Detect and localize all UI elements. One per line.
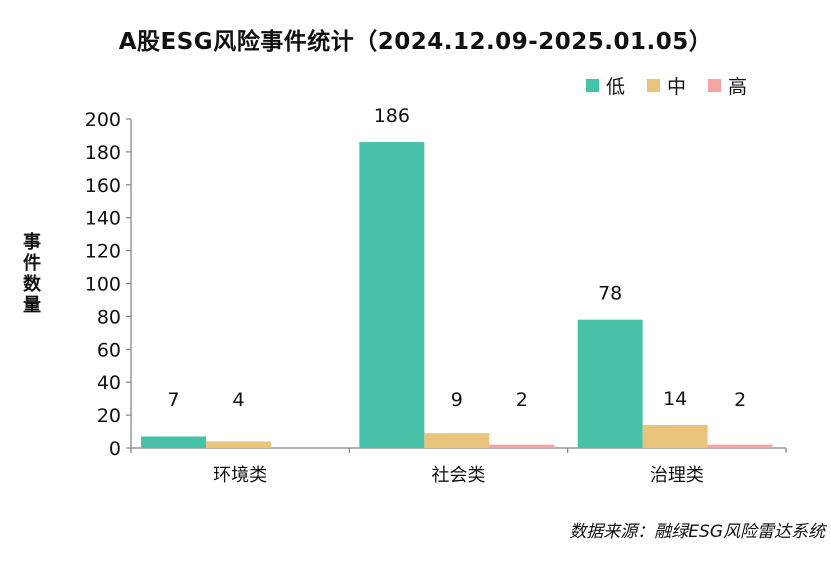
legend-label: 中 [667, 76, 687, 98]
y-tick-label: 20 [97, 405, 121, 427]
bar [359, 142, 425, 448]
legend: 低中高 [586, 72, 747, 99]
x-category-label: 社会类 [432, 465, 486, 486]
y-tick-label: 200 [85, 109, 121, 131]
bar-value-label: 78 [598, 283, 622, 305]
bar [424, 433, 490, 448]
bar-value-label: 186 [374, 105, 410, 127]
y-axis-label: 事件数量 [17, 232, 47, 316]
y-tick-label: 40 [97, 372, 121, 394]
bar-value-label: 14 [663, 388, 687, 410]
legend-label: 低 [606, 76, 626, 98]
x-category-label: 环境类 [213, 465, 267, 486]
bar [577, 319, 643, 448]
bar-value-label: 9 [451, 389, 463, 411]
bar [489, 444, 555, 448]
y-axis-label-char: 量 [23, 295, 41, 316]
y-tick-label: 140 [85, 208, 121, 230]
legend-swatch [586, 79, 599, 92]
y-tick-label: 0 [109, 438, 121, 460]
y-tick-label: 60 [97, 339, 121, 361]
legend-item: 低 [586, 72, 625, 99]
bar-value-label: 2 [516, 389, 528, 411]
bar-value-label: 7 [167, 389, 179, 411]
source-note: 数据来源：融绿ESG风险雷达系统 [569, 522, 825, 542]
legend-item: 中 [647, 72, 686, 99]
bar-value-label: 2 [734, 389, 746, 411]
legend-item: 高 [708, 72, 747, 99]
bar-value-label: 4 [232, 389, 244, 411]
y-axis-label-char: 数 [23, 274, 41, 295]
y-tick-label: 80 [97, 306, 121, 328]
bar [206, 441, 271, 448]
y-tick-label: 100 [85, 274, 121, 296]
legend-swatch [708, 79, 722, 92]
bar [642, 424, 708, 448]
bar [141, 436, 206, 448]
x-category-label: 治理类 [650, 465, 704, 486]
bar [707, 444, 773, 448]
legend-swatch [647, 79, 661, 92]
y-axis-label-char: 件 [23, 253, 41, 274]
chart-title: A股ESG风险事件统计（2024.12.09-2025.01.05） [118, 29, 713, 55]
y-tick-label: 120 [85, 241, 121, 263]
y-tick-label: 160 [85, 175, 121, 197]
y-tick-label: 180 [85, 142, 121, 164]
legend-label: 高 [728, 76, 748, 98]
y-axis-label-char: 事 [23, 232, 41, 253]
